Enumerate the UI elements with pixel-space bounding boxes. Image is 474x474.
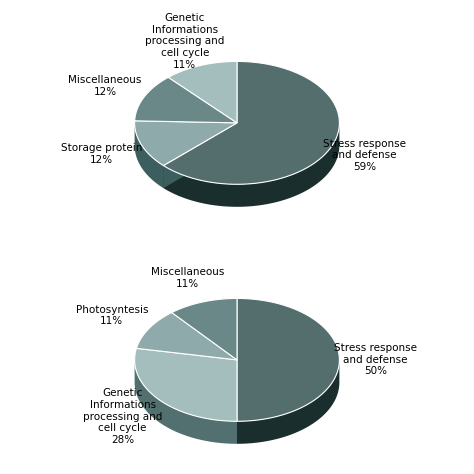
- Polygon shape: [164, 124, 339, 207]
- Polygon shape: [168, 62, 237, 123]
- Text: Photosyntesis
11%: Photosyntesis 11%: [76, 305, 148, 326]
- Text: Genetic
Informations
processing and
cell cycle
11%: Genetic Informations processing and cell…: [145, 13, 224, 70]
- Polygon shape: [164, 123, 237, 188]
- Polygon shape: [137, 312, 237, 360]
- Text: Miscellaneous
11%: Miscellaneous 11%: [151, 267, 225, 289]
- Polygon shape: [135, 360, 237, 444]
- Polygon shape: [164, 123, 237, 188]
- Polygon shape: [237, 360, 339, 444]
- Text: Stress response
and defense
50%: Stress response and defense 50%: [334, 343, 417, 376]
- Text: Genetic
Informations
processing and
cell cycle
28%: Genetic Informations processing and cell…: [83, 388, 162, 445]
- Text: Storage protein
12%: Storage protein 12%: [61, 144, 142, 165]
- Polygon shape: [135, 77, 237, 123]
- Text: Stress response
and defense
59%: Stress response and defense 59%: [323, 138, 406, 172]
- Text: Miscellaneous
12%: Miscellaneous 12%: [68, 75, 142, 97]
- Polygon shape: [172, 299, 237, 360]
- Polygon shape: [135, 348, 237, 421]
- Polygon shape: [164, 62, 339, 184]
- Polygon shape: [135, 121, 237, 165]
- Polygon shape: [237, 299, 339, 421]
- Polygon shape: [135, 123, 164, 188]
